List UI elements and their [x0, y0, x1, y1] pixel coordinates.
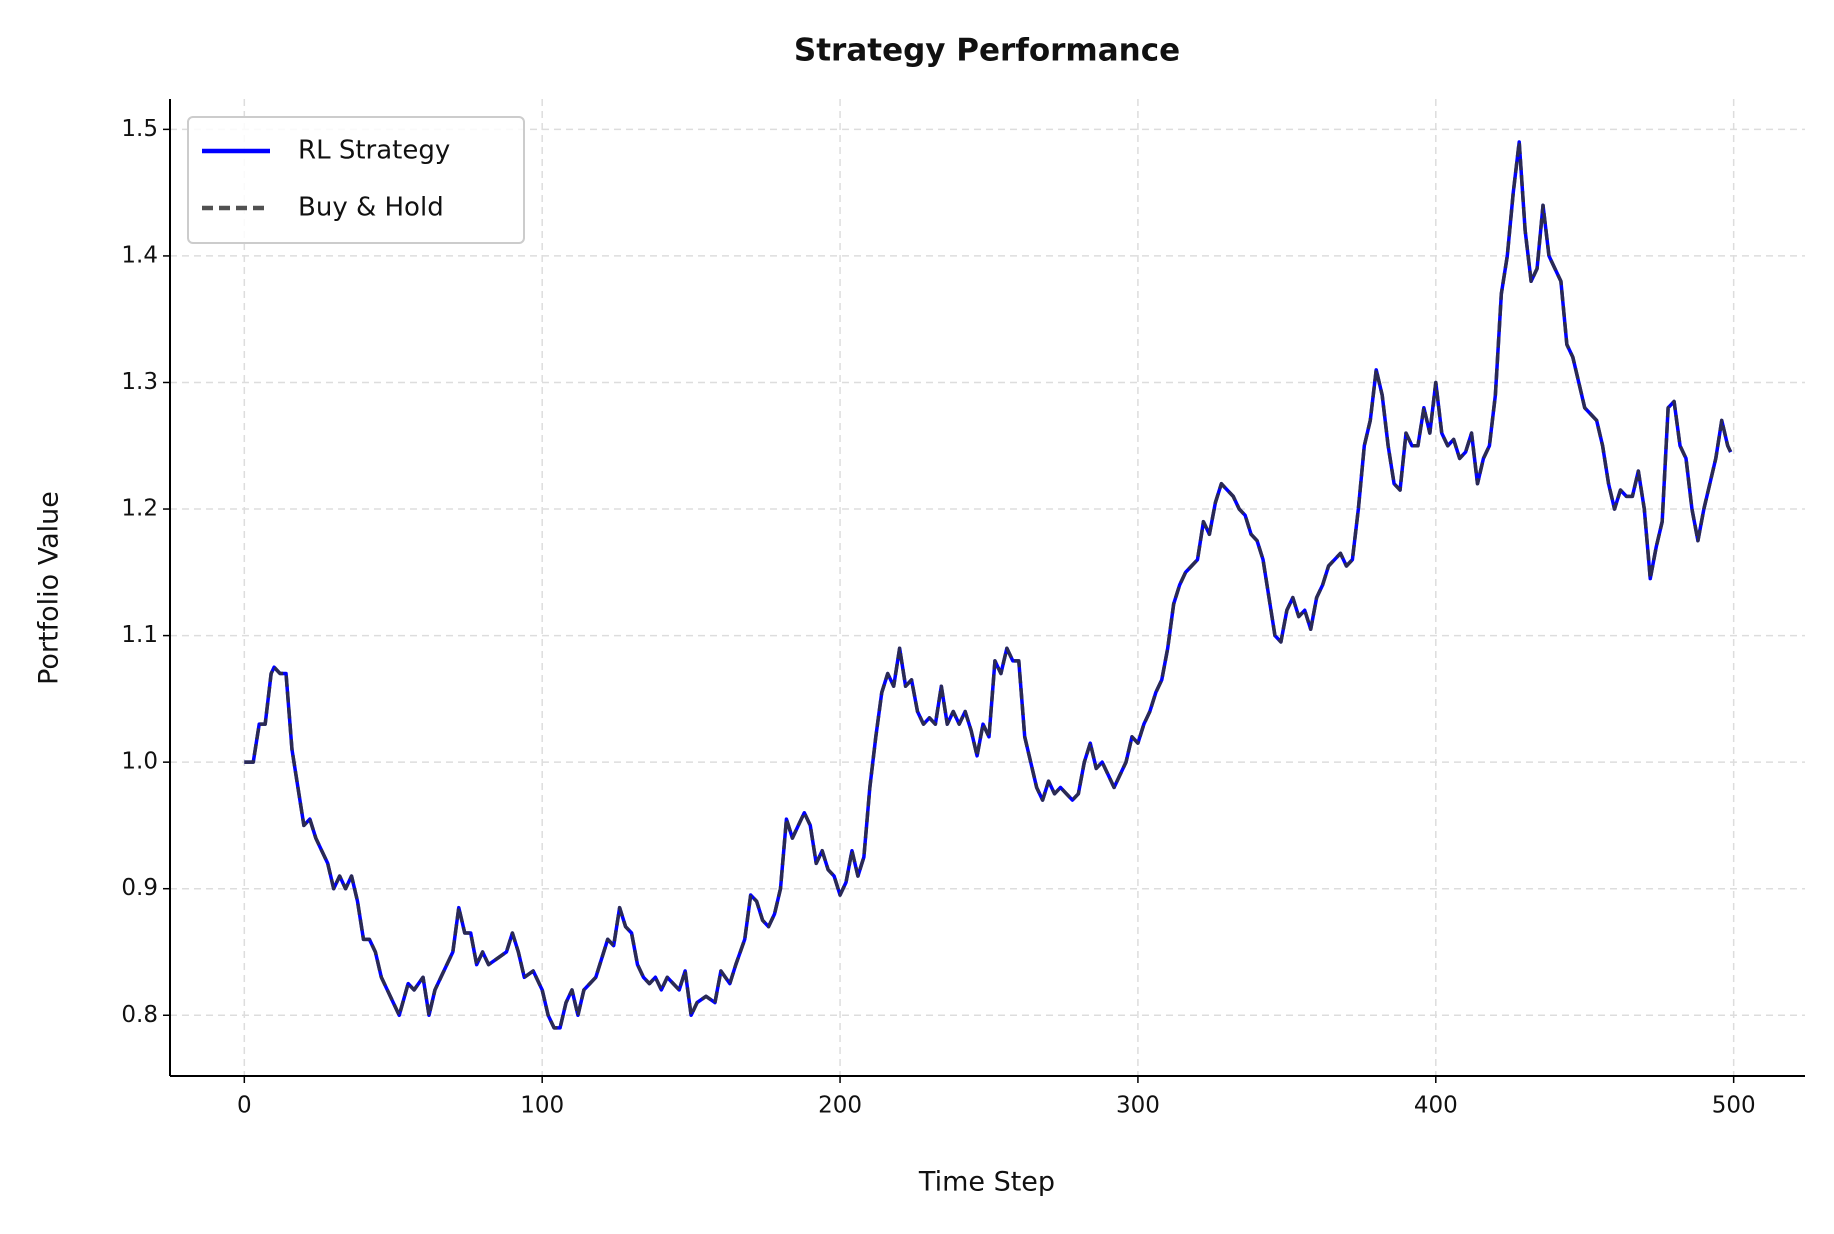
x-tick-label: 300 [1116, 1093, 1160, 1119]
x-tick-label: 400 [1414, 1093, 1458, 1119]
legend-label: Buy & Hold [298, 193, 444, 223]
y-tick-label: 0.8 [121, 1002, 158, 1028]
series-line [244, 140, 1733, 1030]
y-tick-label: 1.5 [121, 116, 158, 142]
y-tick-label: 1.0 [121, 749, 158, 775]
y-tick-label: 1.4 [121, 242, 158, 268]
x-tick-label: 100 [520, 1093, 564, 1119]
y-tick-label: 1.1 [121, 622, 158, 648]
legend: RL Strategy Buy & Hold [187, 116, 525, 244]
legend-label: RL Strategy [298, 136, 450, 166]
y-tick-label: 1.2 [121, 496, 158, 522]
chart-title: Strategy Performance [794, 33, 1180, 69]
series-line [244, 140, 1733, 1030]
y-axis-label: Portfolio Value [34, 491, 65, 685]
legend-box [187, 116, 525, 244]
x-tick-label: 500 [1712, 1093, 1756, 1119]
x-tick-label: 200 [818, 1093, 862, 1119]
y-tick-label: 1.3 [121, 369, 158, 395]
x-axis-label: Time Step [918, 1167, 1055, 1198]
y-tick-label: 0.9 [121, 875, 158, 901]
x-tick-label: 0 [237, 1093, 252, 1119]
